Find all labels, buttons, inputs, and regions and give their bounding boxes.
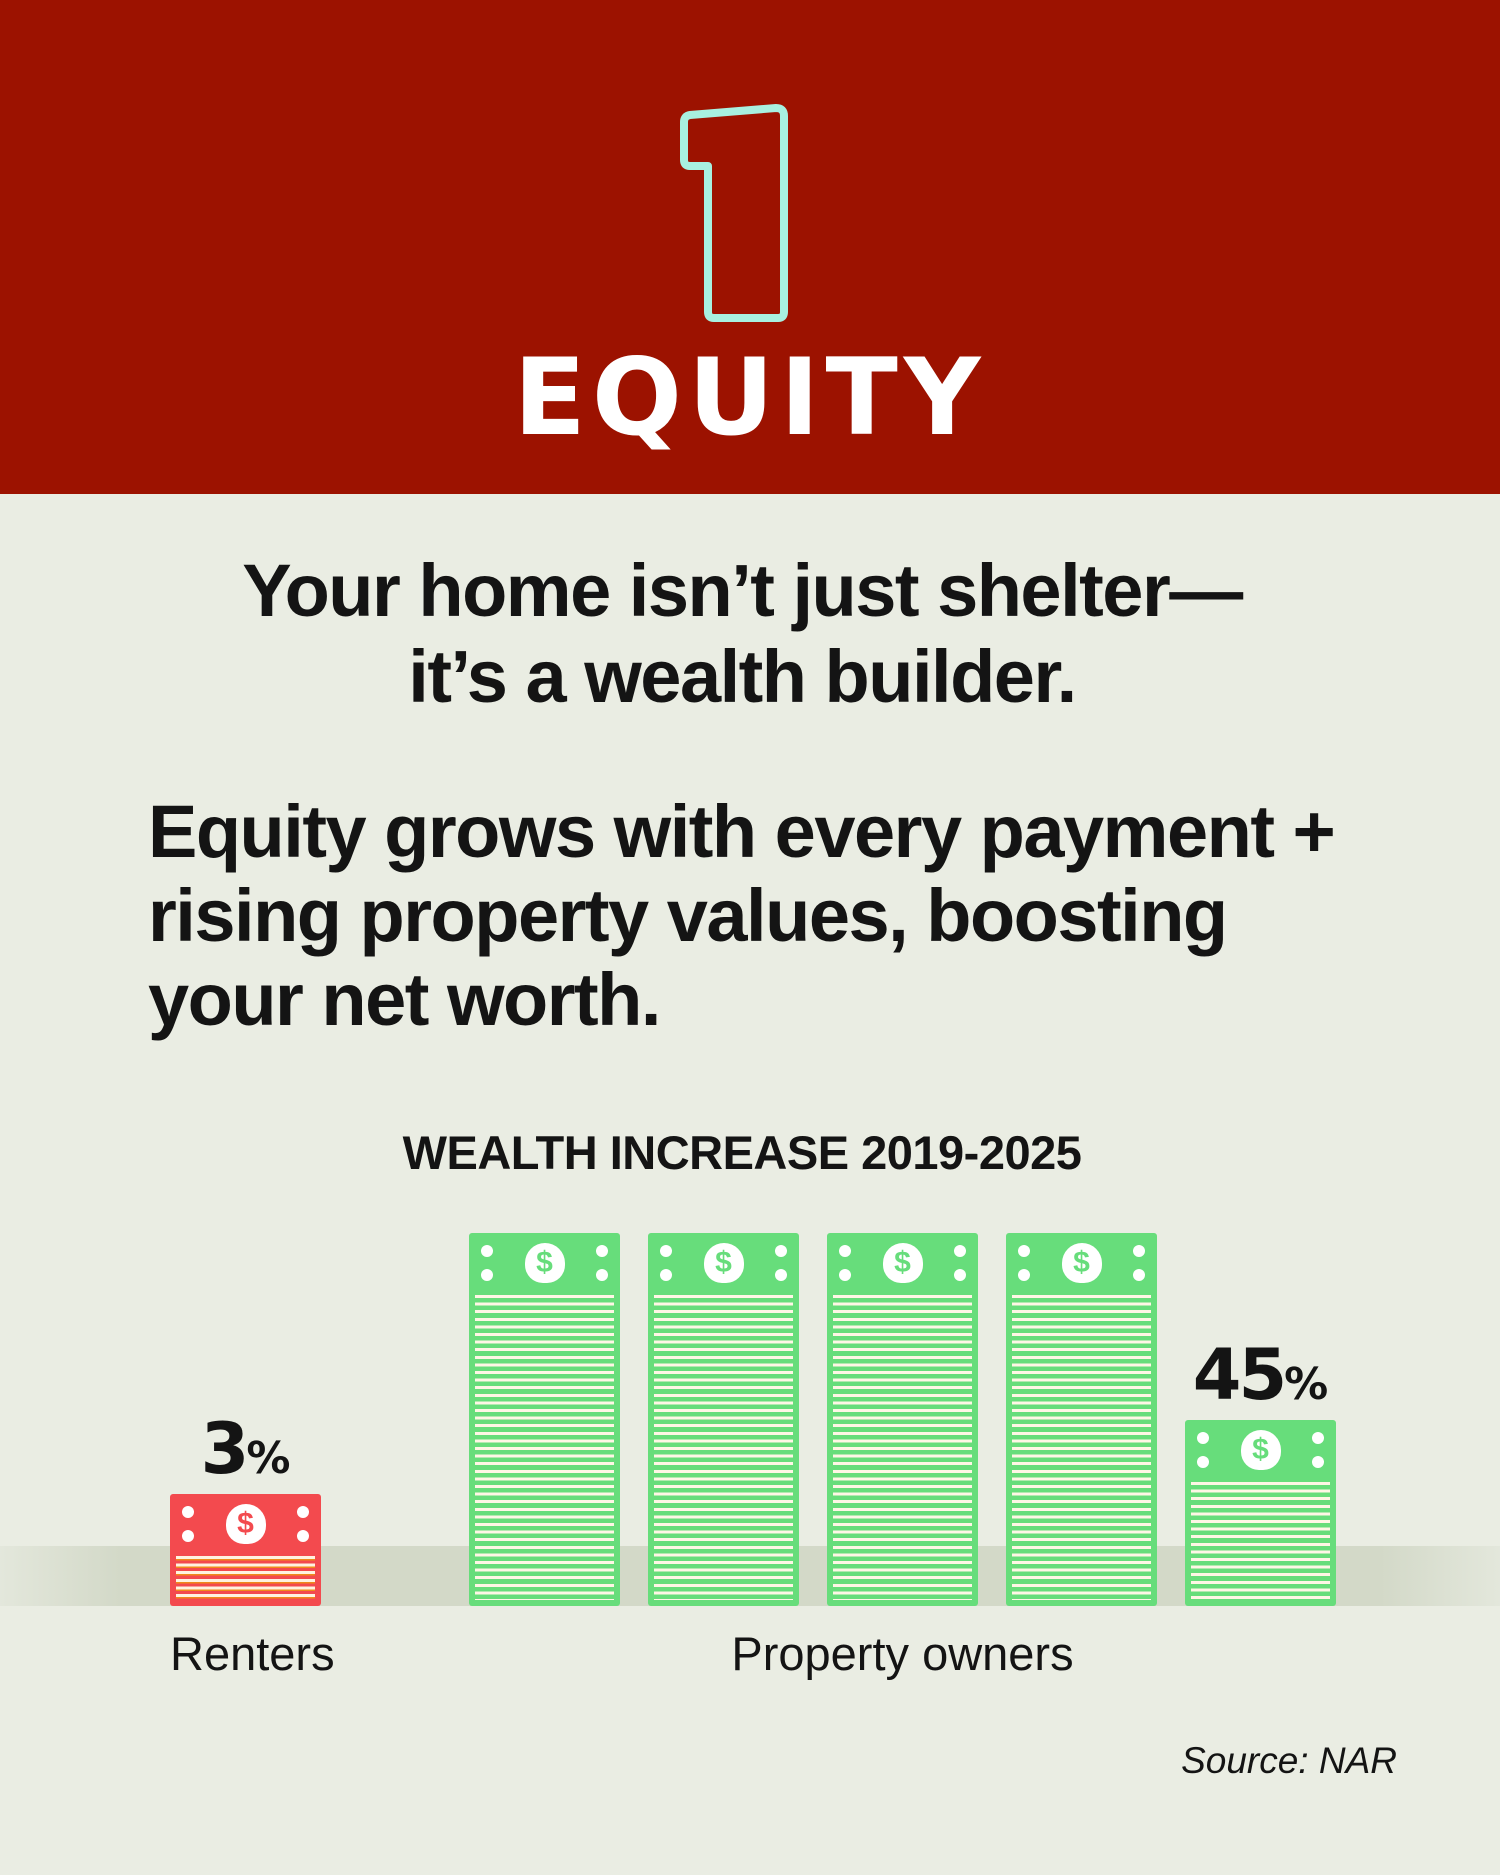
dot-icon bbox=[182, 1506, 194, 1519]
headline-line-1: Your home isn’t just shelter— bbox=[242, 549, 1243, 632]
bar-stack-property-owners: $ bbox=[469, 1233, 620, 1606]
dot-icon bbox=[1133, 1245, 1145, 1257]
dot-icon bbox=[481, 1269, 493, 1281]
dollar-icon: $ bbox=[225, 1504, 266, 1545]
dot-icon bbox=[182, 1530, 194, 1543]
bar-stack-property-owners: $ bbox=[1006, 1233, 1157, 1606]
dot-icon bbox=[297, 1506, 309, 1519]
dot-icon bbox=[596, 1269, 608, 1281]
dot-icon bbox=[481, 1245, 493, 1257]
headline-line-2: it’s a wealth builder. bbox=[408, 635, 1077, 718]
bill-stripes bbox=[654, 1295, 793, 1600]
bill-stripes bbox=[176, 1556, 315, 1600]
dot-icon bbox=[1018, 1269, 1030, 1281]
dot-icon bbox=[1018, 1245, 1030, 1257]
dot-icon bbox=[1312, 1431, 1324, 1444]
category-label-renters: Renters bbox=[170, 1627, 335, 1680]
value-label-renters: 3% bbox=[170, 1414, 321, 1484]
body-paragraph: Equity grows with every payment + rising… bbox=[148, 790, 1336, 1042]
dot-icon bbox=[660, 1269, 672, 1281]
bill-header: $ bbox=[170, 1494, 321, 1556]
dollar-icon: $ bbox=[1240, 1429, 1281, 1470]
body-line-1: Equity grows with every payment + bbox=[148, 790, 1336, 873]
bill-header: $ bbox=[648, 1233, 799, 1295]
category-label-property-owners: Property owners bbox=[731, 1627, 1074, 1680]
value-label-text: 3% bbox=[200, 1408, 291, 1491]
dot-icon bbox=[1197, 1431, 1209, 1444]
dot-icon bbox=[660, 1245, 672, 1257]
dollar-icon: $ bbox=[882, 1243, 923, 1283]
dot-icon bbox=[839, 1269, 851, 1281]
number-one-outline-icon bbox=[680, 104, 788, 322]
body-line-3: your net worth. bbox=[148, 958, 661, 1041]
bill-stripes bbox=[1191, 1481, 1330, 1600]
dot-icon bbox=[1197, 1455, 1209, 1468]
bill-header: $ bbox=[469, 1233, 620, 1295]
bill-header: $ bbox=[827, 1233, 978, 1295]
bar-stack-renters: $ bbox=[170, 1494, 321, 1606]
dot-icon bbox=[1312, 1455, 1324, 1468]
body-line-2: rising property values, boosting bbox=[148, 874, 1228, 957]
dot-icon bbox=[775, 1245, 787, 1257]
dot-icon bbox=[775, 1269, 787, 1281]
dollar-icon: $ bbox=[524, 1243, 565, 1283]
dot-icon bbox=[839, 1245, 851, 1257]
chart-title: WEALTH INCREASE 2019-2025 bbox=[402, 1126, 1082, 1179]
dot-icon bbox=[1133, 1269, 1145, 1281]
dot-icon bbox=[954, 1269, 966, 1281]
header-banner: EQUITY bbox=[0, 0, 1500, 494]
dot-icon bbox=[297, 1530, 309, 1543]
bar-stack-property-owners: $ bbox=[827, 1233, 978, 1606]
value-label-text: 45% bbox=[1192, 1333, 1329, 1416]
bill-stripes bbox=[833, 1295, 972, 1600]
bill-header: $ bbox=[1185, 1420, 1336, 1482]
dollar-icon: $ bbox=[703, 1243, 744, 1283]
dot-icon bbox=[954, 1245, 966, 1257]
section-title: EQUITY bbox=[513, 336, 987, 459]
bar-stack-property-owners: $ bbox=[1185, 1419, 1336, 1606]
value-label-property-owners: 45% bbox=[1185, 1340, 1336, 1410]
dollar-icon: $ bbox=[1061, 1243, 1102, 1283]
source-note: Source: NAR bbox=[1181, 1740, 1397, 1781]
headline: Your home isn’t just shelter— it’s a wea… bbox=[0, 548, 1484, 720]
dot-icon bbox=[596, 1245, 608, 1257]
bill-stripes bbox=[475, 1295, 614, 1600]
bar-stack-property-owners: $ bbox=[648, 1233, 799, 1606]
bill-header: $ bbox=[1006, 1233, 1157, 1295]
bill-stripes bbox=[1012, 1295, 1151, 1600]
